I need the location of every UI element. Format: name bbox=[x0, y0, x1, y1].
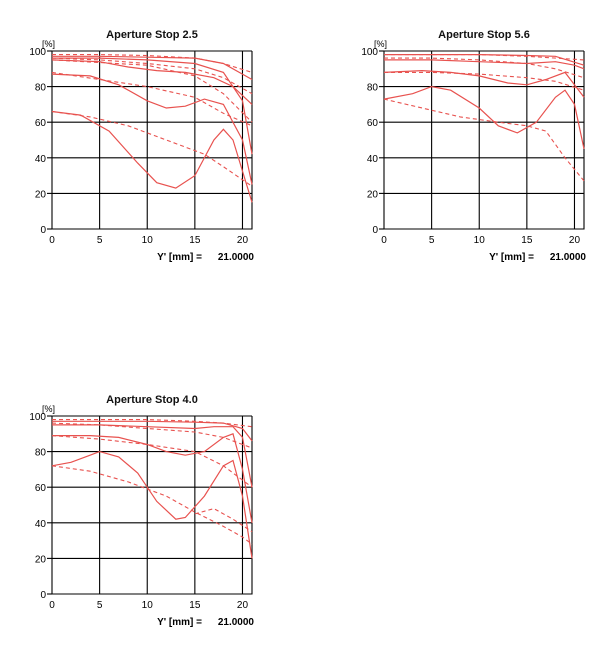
x-tick-label: 10 bbox=[142, 600, 154, 611]
mtf-curve-7-solid bbox=[51, 110, 253, 203]
field-value: 21.0000 bbox=[550, 252, 587, 263]
y-tick-label: 60 bbox=[35, 118, 47, 129]
y-tick-label: 80 bbox=[367, 83, 379, 94]
y-tick-label: 80 bbox=[35, 83, 47, 94]
y-tick-label: 20 bbox=[35, 554, 47, 565]
y-tick-label: 0 bbox=[372, 225, 378, 236]
field-value: 21.0000 bbox=[218, 617, 255, 628]
mtf-curve-6-dashed bbox=[384, 71, 585, 91]
x-tick-label: 15 bbox=[189, 600, 201, 611]
x-tick-label: 20 bbox=[569, 235, 581, 246]
y-tick-label: 40 bbox=[35, 154, 47, 165]
y-tick-label: 60 bbox=[35, 483, 47, 494]
mtf-curve-4-dashed bbox=[384, 57, 585, 79]
x-tick-label: 5 bbox=[429, 235, 435, 246]
mtf-curve-1-solid bbox=[52, 420, 253, 442]
mtf-curve-8-dashed bbox=[383, 98, 585, 182]
mtf-curve-9-dashed bbox=[194, 508, 253, 533]
y-axis-label: [%] bbox=[42, 404, 55, 414]
x-tick-label: 0 bbox=[49, 600, 55, 611]
y-tick-label: 100 bbox=[29, 412, 46, 423]
y-tick-label: 80 bbox=[35, 448, 47, 459]
mtf-curve-2-dashed bbox=[384, 54, 585, 61]
chart-panel-3: Aperture Stop 4.0 [%] 0 20 40 60 80 100 0 5 10 15 20… bbox=[29, 394, 254, 628]
mtf-curve-8-dashed bbox=[51, 465, 253, 545]
mtf-curve-2-dashed bbox=[52, 419, 253, 428]
mtf-curve-1-solid bbox=[52, 55, 253, 81]
mtf-curve-6-dashed bbox=[51, 435, 253, 488]
y-tick-label: 100 bbox=[361, 47, 378, 58]
x-tick-label: 15 bbox=[521, 235, 533, 246]
x-tick-label: 5 bbox=[97, 235, 103, 246]
x-tick-label: 20 bbox=[237, 600, 249, 611]
mtf-curve-5-solid bbox=[383, 69, 585, 98]
mtf-curve-5-solid bbox=[52, 433, 253, 523]
y-tick-label: 40 bbox=[35, 519, 47, 530]
y-tick-label: 0 bbox=[40, 225, 46, 236]
chart-panel-2: Aperture Stop 5.6 [%] 0 20 40 60 80 100 0 5 10 15 20… bbox=[361, 29, 586, 263]
plot-frame bbox=[383, 51, 585, 230]
field-label: Y' [mm] = bbox=[489, 252, 534, 263]
y-tick-label: 60 bbox=[367, 118, 379, 129]
x-tick-label: 5 bbox=[97, 600, 103, 611]
x-tick-label: 20 bbox=[237, 235, 249, 246]
plot-frame bbox=[51, 416, 253, 595]
mtf-curve-3-solid bbox=[384, 59, 585, 70]
x-tick-label: 10 bbox=[474, 235, 486, 246]
y-tick-label: 40 bbox=[367, 154, 379, 165]
mtf-curve-3-solid bbox=[52, 424, 253, 488]
mtf-curve-10-dashed bbox=[51, 59, 253, 123]
field-value: 21.0000 bbox=[218, 252, 255, 263]
x-tick-label: 10 bbox=[142, 235, 154, 246]
field-label: Y' [mm] = bbox=[157, 252, 202, 263]
mtf-curve-4-dashed bbox=[51, 422, 253, 449]
y-tick-label: 20 bbox=[35, 189, 47, 200]
mtf-curve-9-solid bbox=[52, 57, 253, 155]
x-tick-label: 0 bbox=[49, 235, 55, 246]
mtf-curve-7-solid bbox=[383, 85, 585, 150]
mtf-curve-7-solid bbox=[51, 450, 253, 559]
mtf-curve-5-solid bbox=[51, 73, 253, 185]
chart-title: Aperture Stop 2.5 bbox=[106, 29, 198, 41]
y-tick-label: 100 bbox=[29, 47, 46, 58]
plot-frame bbox=[51, 51, 253, 230]
y-tick-label: 20 bbox=[367, 189, 379, 200]
x-tick-label: 0 bbox=[381, 235, 387, 246]
y-tick-label: 0 bbox=[40, 590, 46, 601]
mtf-curve-6-dashed bbox=[51, 71, 253, 127]
chart-title: Aperture Stop 5.6 bbox=[438, 29, 530, 41]
chart-panel-1: Aperture Stop 2.5 [%] 0 20 40 60 80 100 0 5 10 15 20… bbox=[29, 29, 254, 263]
mtf-curve-8-dashed bbox=[51, 110, 253, 187]
x-tick-label: 15 bbox=[189, 235, 201, 246]
chart-title: Aperture Stop 4.0 bbox=[106, 394, 198, 406]
field-label: Y' [mm] = bbox=[157, 617, 202, 628]
y-axis-label: [%] bbox=[374, 39, 387, 49]
mtf-curve-2-dashed bbox=[52, 54, 253, 73]
y-axis-label: [%] bbox=[42, 39, 55, 49]
